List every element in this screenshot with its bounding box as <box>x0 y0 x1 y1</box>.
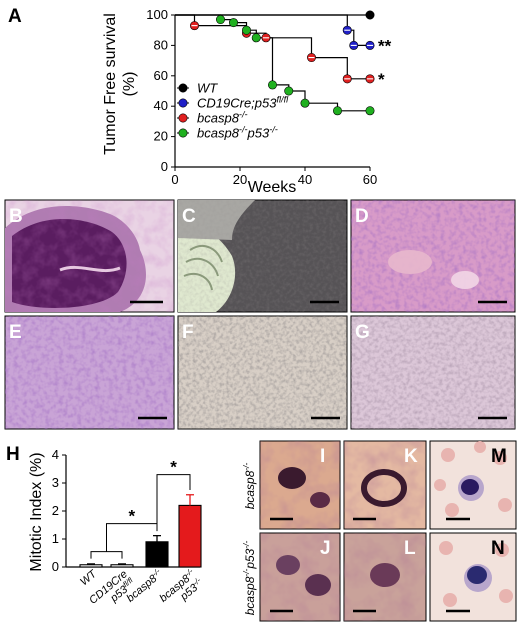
survival-ytick-label: 40 <box>154 98 168 113</box>
micrograph-j <box>259 532 341 622</box>
survival-marker-3 <box>300 98 310 108</box>
micrograph-m <box>429 440 517 530</box>
survival-marker-3 <box>229 18 239 28</box>
survival-marker-3 <box>332 106 342 116</box>
legend-label-2: bcasp8-/- <box>197 110 248 126</box>
mitotic-ytick-label: 1 <box>52 531 59 546</box>
micrograph-f <box>177 315 348 430</box>
cell-micrographs: I J K L M N bcasp8-/- bcasp8-/-p53-/- <box>241 440 517 622</box>
mitotic-bracket-2 <box>156 474 191 524</box>
legend-label-1: CD19Cre;p53fl/fl <box>197 95 289 111</box>
survival-ylabel-line-2: (%) <box>121 72 138 97</box>
mitotic-bar-0 <box>79 564 103 568</box>
mitotic-sig-2: * <box>170 458 177 477</box>
legend-label-0: WT <box>197 81 218 96</box>
mitotic-bar-2 <box>145 541 169 568</box>
micrograph-b <box>4 199 175 313</box>
survival-xtick-label: 40 <box>298 172 312 187</box>
micrograph-e <box>4 315 175 430</box>
micrograph-k <box>343 440 427 530</box>
legend-label-3: bcasp8-/-p53-/- <box>197 125 278 141</box>
panel-letter-m: M <box>491 446 507 467</box>
survival-ytick-label: 80 <box>154 37 168 52</box>
survival-annotations: *** <box>378 36 392 88</box>
legend-marker-0 <box>178 83 188 93</box>
mitotic-categories: WTCD19Crep53fl/flbcasp8-/-bcasp8-/-p53-/… <box>78 566 202 607</box>
panel-letter-h: H <box>6 444 20 465</box>
legend-marker-3 <box>178 128 188 138</box>
micrograph-l <box>343 532 427 622</box>
survival-y-axis-label: Tumor Free survival (%) <box>102 13 138 155</box>
legend-marker-1 <box>178 98 188 108</box>
panel-letter-n: N <box>491 538 505 559</box>
panel-letter-d: D <box>355 206 369 227</box>
mitotic-sig-1: * <box>128 507 135 526</box>
mitotic-category-line: WT <box>78 567 100 588</box>
legend-marker-2 <box>178 113 188 123</box>
svg-text:bcasp8-/-: bcasp8-/- <box>241 462 257 509</box>
survival-xtick-label: 0 <box>171 172 178 187</box>
mitotic-category-3: bcasp8-/-p53-/- <box>157 566 202 605</box>
survival-ytick-label: 0 <box>161 159 168 174</box>
survival-xtick-label: 60 <box>363 172 377 187</box>
survival-ytick-label: 20 <box>154 129 168 144</box>
mitotic-significance: ** <box>90 458 191 559</box>
mitotic-ytick-label: 4 <box>52 447 59 462</box>
survival-xtick-label: 20 <box>233 172 247 187</box>
survival-marker-3 <box>251 33 261 43</box>
survival-legend: WTCD19Cre;p53fl/flbcasp8-/-bcasp8-/-p53-… <box>177 81 289 141</box>
panel-letter-b: B <box>9 206 23 227</box>
survival-marker-3 <box>216 15 226 25</box>
row-label-bottom: bcasp8-/-p53-/- <box>241 541 257 616</box>
mitotic-ytick-label: 3 <box>52 475 59 490</box>
mitotic-ytick-label: 0 <box>52 559 59 574</box>
mitotic-category-0: WT <box>78 567 100 588</box>
micrograph-i <box>259 440 341 530</box>
mitotic-bars <box>79 494 202 568</box>
histology-panels: B C D E F G <box>4 199 516 430</box>
mitotic-bracket-1 <box>106 523 158 552</box>
mitotic-ytick-label: 2 <box>52 503 59 518</box>
mitotic-bar-1 <box>110 564 134 568</box>
row-label-top: bcasp8-/- <box>241 462 257 509</box>
micrograph-c <box>177 199 348 313</box>
panel-letter-e: E <box>9 322 22 343</box>
survival-marker-3 <box>365 106 375 116</box>
panel-letter-j: J <box>320 538 331 559</box>
survival-markers <box>190 10 375 116</box>
mitotic-ylabel: Mitotic Index (%) <box>28 452 45 571</box>
panel-letter-f: F <box>182 322 194 343</box>
survival-x-axis-label: Weeks <box>248 179 297 196</box>
survival-ytick-label: 60 <box>154 68 168 83</box>
survival-marker-3 <box>242 25 252 35</box>
survival-ylabel-line-1: Tumor Free survival <box>102 13 119 155</box>
survival-ytick-label: 100 <box>146 7 168 22</box>
micrograph-n <box>429 532 517 622</box>
survival-ticks: 0 20 40 60 80 100 0 20 40 60 <box>146 7 377 187</box>
survival-annotation-1: ** <box>378 36 392 55</box>
mitotic-ticks: 0 1 2 3 4 <box>52 447 66 574</box>
panel-letter-a: A <box>8 6 22 27</box>
survival-marker-3 <box>284 86 294 96</box>
mitotic-bar-3 <box>178 504 202 568</box>
micrograph-g <box>350 315 516 430</box>
panel-letter-i: I <box>320 446 325 467</box>
survival-chart: A Tumor Free survival (%) 0 20 40 60 80 100 0 2… <box>8 6 392 196</box>
survival-marker-3 <box>267 80 277 90</box>
panel-letter-c: C <box>182 206 196 227</box>
micrograph-d <box>350 199 516 313</box>
panel-letter-k: K <box>404 446 418 467</box>
svg-text:bcasp8-/-p53-/-: bcasp8-/-p53-/- <box>241 541 257 616</box>
panel-letter-g: G <box>355 322 370 343</box>
survival-marker-0 <box>365 10 375 20</box>
survival-annotation-2: * <box>378 70 385 89</box>
panel-letter-l: L <box>404 538 416 559</box>
mitotic-bracket-left-base <box>90 551 123 559</box>
